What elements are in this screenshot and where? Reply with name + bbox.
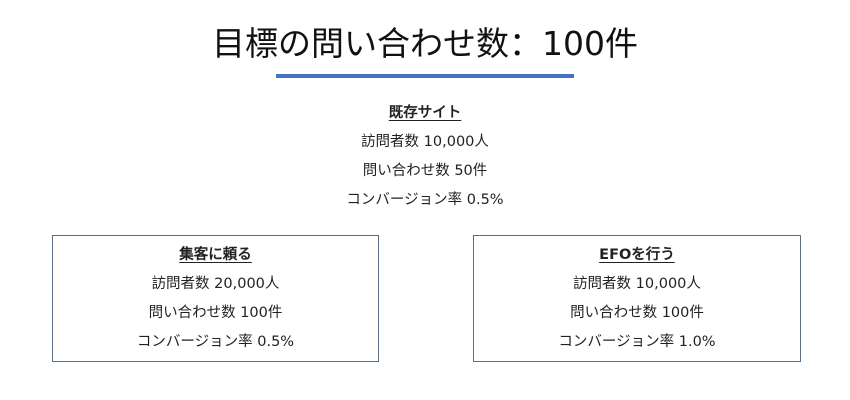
rely-on-traffic-conversion: コンバージョン率 0.5% bbox=[136, 334, 295, 350]
efo-inquiries: 問い合わせ数 100件 bbox=[570, 305, 704, 321]
existing-site-heading: 既存サイト bbox=[388, 105, 462, 121]
existing-site-visitors: 訪問者数 10,000人 bbox=[361, 134, 489, 150]
efo-box: EFOを行う 訪問者数 10,000人 問い合わせ数 100件 コンバージョン率… bbox=[473, 235, 801, 362]
existing-site-block: 既存サイト 訪問者数 10,000人 問い合わせ数 50件 コンバージョン率 0… bbox=[275, 99, 575, 215]
existing-site-inquiries: 問い合わせ数 50件 bbox=[362, 163, 488, 179]
rely-on-traffic-visitors: 訪問者数 20,000人 bbox=[151, 276, 280, 292]
rely-on-traffic-box: 集客に頼る 訪問者数 20,000人 問い合わせ数 100件 コンバージョン率 … bbox=[52, 235, 379, 362]
efo-conversion: コンバージョン率 1.0% bbox=[558, 334, 716, 350]
efo-visitors: 訪問者数 10,000人 bbox=[573, 276, 701, 292]
page-title: 目標の問い合わせ数：100件 bbox=[212, 24, 638, 63]
rely-on-traffic-heading: 集客に頼る bbox=[179, 247, 252, 263]
title-underline bbox=[276, 74, 574, 78]
existing-site-conversion: コンバージョン率 0.5% bbox=[346, 192, 504, 208]
rely-on-traffic-inquiries: 問い合わせ数 100件 bbox=[148, 305, 283, 321]
efo-heading: EFOを行う bbox=[599, 247, 675, 263]
